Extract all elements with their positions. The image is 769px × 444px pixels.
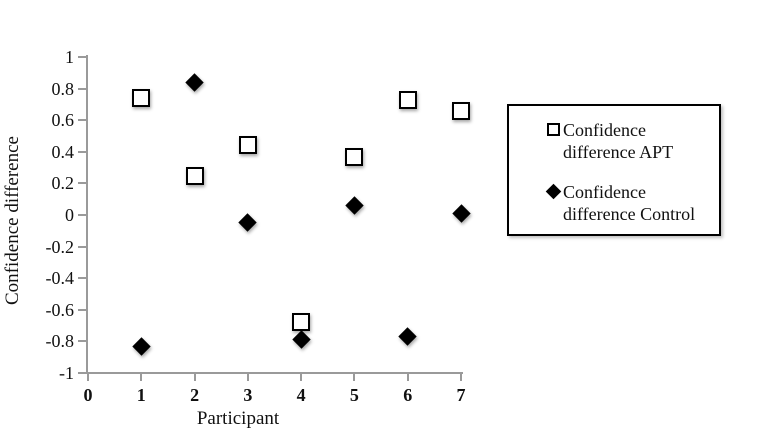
y-axis-line — [86, 55, 88, 374]
open-square-icon — [345, 147, 364, 166]
y-axis-tick-label: -0.4 — [45, 268, 75, 289]
filled-diamond-icon — [185, 73, 204, 92]
y-axis-tick — [78, 119, 86, 122]
open-square-icon — [292, 313, 311, 332]
open-square-icon — [452, 101, 470, 120]
filled-diamond-icon — [398, 327, 417, 346]
x-axis-tick — [193, 374, 196, 381]
x-axis-title: Participant — [196, 408, 280, 429]
filled-diamond-icon — [545, 183, 562, 200]
y-axis-tick-label: 0 — [65, 205, 74, 225]
open-square-icon — [547, 123, 560, 136]
y-axis-tick-label: 1 — [65, 47, 74, 67]
y-axis-tick — [78, 150, 86, 153]
open-square-icon — [398, 90, 417, 109]
x-axis-tick-label: 3 — [243, 385, 253, 405]
x-axis-tick-label: 0 — [83, 385, 93, 405]
open-square-icon — [185, 166, 204, 185]
filled-diamond-icon — [291, 330, 311, 350]
legend: Confidence difference APT Confidence dif… — [507, 104, 721, 236]
y-axis-tick-label: 0.2 — [51, 173, 75, 194]
y-axis-tick — [78, 245, 86, 248]
y-axis-tick — [78, 340, 86, 343]
x-axis-tick — [300, 374, 303, 381]
x-axis-tick-label: 6 — [403, 385, 413, 405]
filled-diamond-icon — [132, 336, 151, 356]
x-axis-tick — [353, 374, 356, 381]
legend-entry-apt: Confidence difference APT — [547, 119, 713, 163]
x-axis-tick-label: 5 — [349, 385, 359, 405]
filled-diamond-icon — [238, 213, 258, 233]
x-axis-tick — [140, 374, 143, 381]
y-axis-tick-label: -1 — [59, 363, 74, 383]
x-axis-tick — [87, 374, 89, 381]
open-square-icon — [132, 89, 151, 108]
x-axis-tick-label: 2 — [190, 385, 200, 405]
y-axis-tick-label: -0.8 — [45, 331, 75, 352]
x-axis-tick-label: 7 — [456, 385, 466, 405]
legend-entry-label: Confidence difference APT — [563, 120, 674, 162]
filled-diamond-icon — [451, 204, 471, 223]
open-square-icon — [238, 136, 257, 155]
y-axis-tick-label: 0.4 — [51, 141, 75, 162]
y-axis-tick-label: 0.8 — [51, 78, 75, 99]
y-axis-tick — [78, 214, 86, 216]
x-axis-tick — [406, 374, 409, 381]
filled-diamond-icon — [345, 196, 364, 215]
x-axis-tick — [246, 374, 249, 381]
legend-entry-control: Confidence difference Control — [545, 181, 713, 225]
x-axis-tick-label: 1 — [136, 385, 146, 405]
y-axis-tick-label: -0.2 — [45, 236, 75, 257]
y-axis-tick — [78, 56, 86, 58]
y-axis-tick — [78, 308, 86, 311]
y-axis-tick — [78, 182, 86, 185]
y-axis-tick — [78, 372, 86, 374]
y-axis-tick-label: -0.6 — [45, 299, 75, 320]
legend-entry-label: Confidence difference Control — [563, 182, 696, 224]
y-axis-tick — [78, 277, 86, 280]
x-axis-line — [86, 372, 463, 374]
x-axis-tick-label: 4 — [296, 385, 306, 405]
y-axis-tick — [78, 87, 86, 90]
y-axis-title: Confidence difference — [2, 136, 23, 306]
y-axis-tick-label: 0.6 — [51, 110, 75, 131]
x-axis-tick — [460, 374, 462, 381]
